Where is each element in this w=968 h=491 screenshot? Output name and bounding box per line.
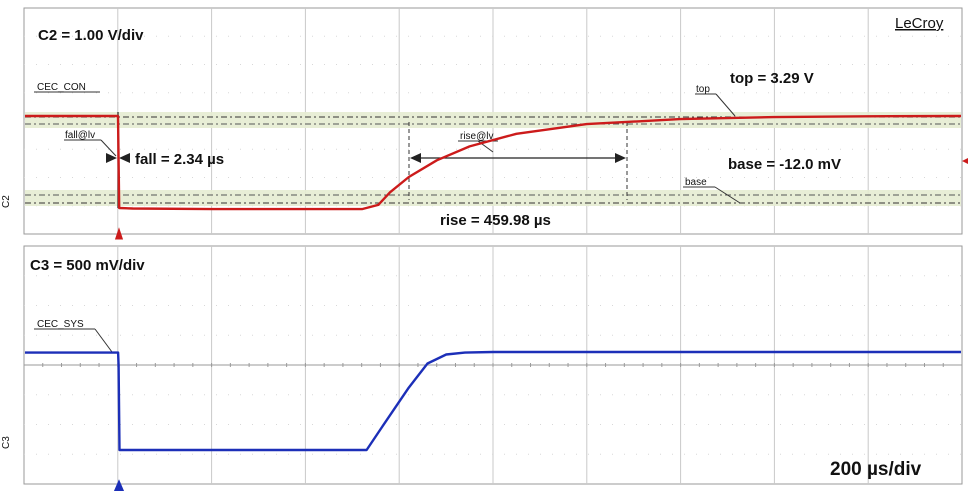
rise-measurement: rise = 459.98 µs — [440, 212, 551, 229]
c3-trace-tag: CEC_SYS — [37, 319, 84, 330]
fall-measurement: fall = 2.34 µs — [135, 151, 224, 168]
fall-arrowhead-left — [106, 153, 117, 163]
c2-trigger-marker — [114, 227, 124, 240]
c3-grid — [23, 246, 963, 484]
rise-arrowhead-left — [410, 153, 421, 163]
brand-logo: LeCroy — [895, 15, 944, 32]
base-measurement: base = -12.0 mV — [728, 156, 841, 173]
c3-trace-tag-pointer — [94, 328, 113, 353]
fall-tag: fall@lv — [65, 130, 95, 141]
c2-trace-tag: CEC_CON — [37, 82, 86, 93]
top-tag-pointer — [715, 93, 736, 117]
c3-scale-label: C3 = 500 mV/div — [30, 257, 145, 274]
c3-trigger-marker — [113, 479, 125, 491]
top-tag: top — [696, 84, 710, 95]
fall-tag-pointer — [100, 139, 117, 157]
timebase-label: 200 µs/div — [830, 459, 922, 480]
fall-arrowhead-right — [119, 153, 130, 163]
base-tag: base — [685, 177, 707, 188]
c2-scale-label: C2 = 1.00 V/div — [38, 27, 144, 44]
rise-tag: rise@lv — [460, 131, 494, 142]
c2-trace — [25, 114, 962, 211]
c3-ground-label: C3 — [1, 436, 12, 449]
c3-trace — [25, 350, 961, 452]
base-tag-pointer — [714, 186, 741, 204]
top-measurement: top = 3.29 V — [730, 70, 814, 87]
base-band — [25, 190, 961, 206]
c2-ground-label: C2 — [1, 195, 12, 208]
rise-arrowhead-right — [615, 153, 626, 163]
top-band — [25, 112, 961, 128]
c2-level-marker — [962, 158, 968, 164]
